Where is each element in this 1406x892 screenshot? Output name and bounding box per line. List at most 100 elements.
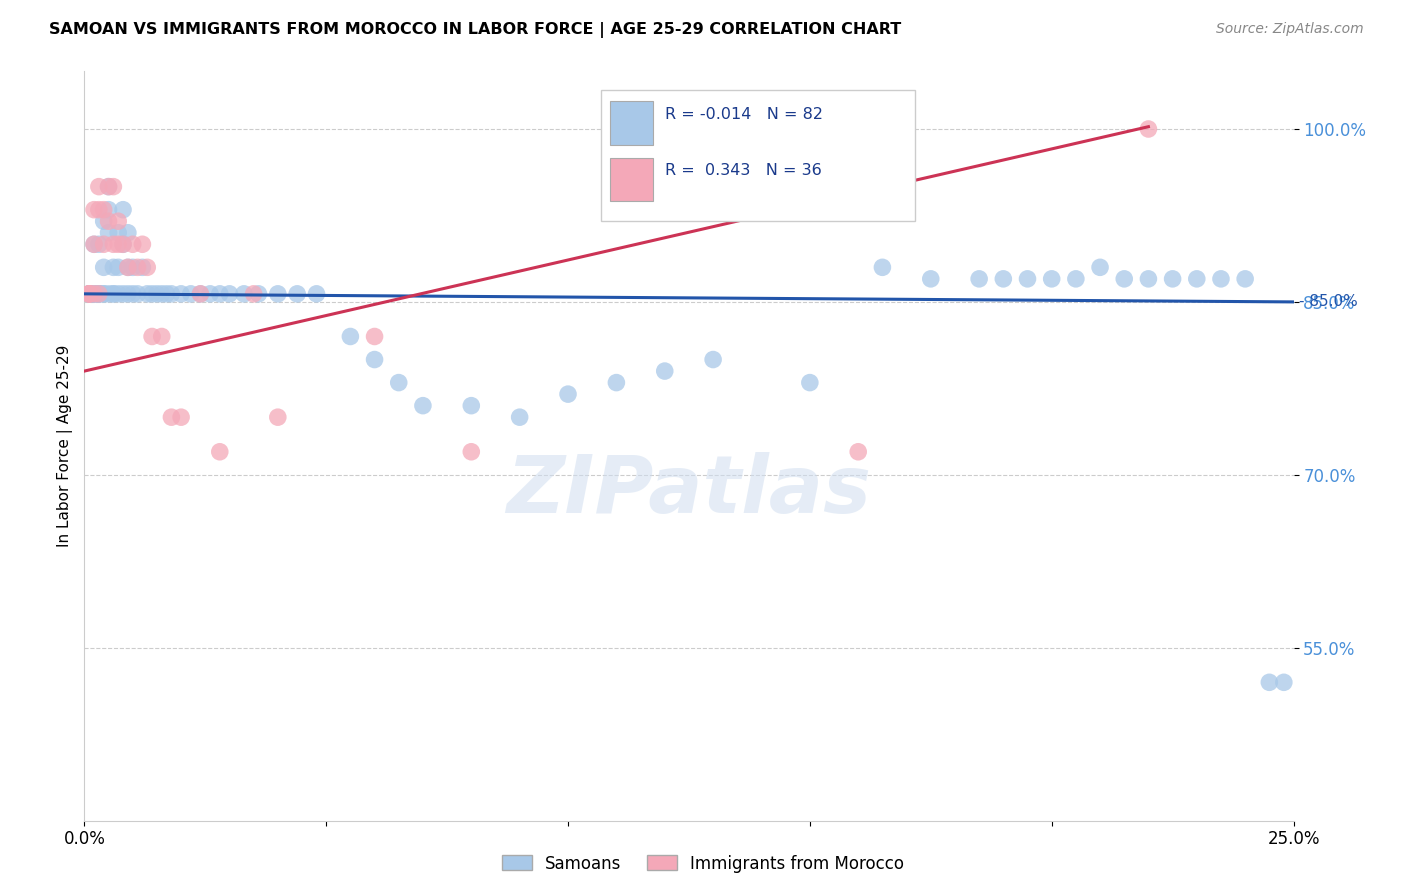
Point	[77, 286, 100, 301]
Point	[150, 286, 173, 301]
Point	[218, 286, 240, 301]
Point	[77, 286, 100, 301]
Point	[107, 286, 129, 301]
Point	[654, 364, 676, 378]
Point	[121, 237, 143, 252]
Point	[83, 286, 105, 301]
Point	[87, 286, 110, 301]
Point	[131, 260, 153, 275]
Point	[190, 286, 212, 301]
Point	[77, 286, 100, 301]
Point	[77, 286, 100, 301]
Point	[107, 226, 129, 240]
Point	[83, 202, 105, 217]
Point	[141, 286, 163, 301]
Point	[103, 260, 125, 275]
Point	[112, 237, 135, 252]
Text: ZIPatlas: ZIPatlas	[506, 452, 872, 530]
Point	[267, 286, 290, 301]
Point	[136, 260, 159, 275]
Point	[1017, 272, 1039, 286]
Point	[170, 286, 193, 301]
Point	[363, 329, 385, 343]
Point	[97, 179, 120, 194]
Point	[107, 260, 129, 275]
Point	[131, 237, 153, 252]
Point	[103, 179, 125, 194]
Point	[93, 214, 115, 228]
Point	[77, 286, 100, 301]
Point	[388, 376, 411, 390]
Point	[121, 260, 143, 275]
Point	[208, 444, 231, 458]
Point	[87, 286, 110, 301]
Point	[141, 329, 163, 343]
Point	[1064, 272, 1087, 286]
Point	[267, 410, 290, 425]
Point	[83, 286, 105, 301]
Bar	[610, 158, 652, 201]
Point	[107, 214, 129, 228]
Point	[93, 260, 115, 275]
Point	[93, 202, 115, 217]
Point	[1234, 272, 1257, 286]
Point	[97, 226, 120, 240]
Point	[87, 202, 110, 217]
Point	[107, 237, 129, 252]
Point	[87, 286, 110, 301]
Point	[846, 444, 869, 458]
Point	[87, 286, 110, 301]
Point	[83, 237, 105, 252]
Point	[198, 286, 221, 301]
Point	[103, 237, 125, 252]
Y-axis label: In Labor Force | Age 25-29: In Labor Force | Age 25-29	[58, 345, 73, 547]
Point	[1258, 675, 1281, 690]
Point	[160, 410, 183, 425]
Point	[83, 286, 105, 301]
Point	[1088, 260, 1111, 275]
Point	[117, 286, 139, 301]
Point	[136, 286, 159, 301]
Text: Source: ZipAtlas.com: Source: ZipAtlas.com	[1216, 22, 1364, 37]
Point	[247, 286, 270, 301]
Point	[117, 260, 139, 275]
Point	[799, 376, 821, 390]
Point	[557, 387, 579, 401]
Text: - 85.0%: - 85.0%	[1299, 294, 1358, 310]
Legend: Samoans, Immigrants from Morocco: Samoans, Immigrants from Morocco	[495, 848, 911, 880]
Point	[103, 286, 125, 301]
Point	[87, 237, 110, 252]
Point	[1272, 675, 1295, 690]
Point	[1185, 272, 1208, 286]
Point	[872, 260, 894, 275]
Point	[103, 286, 125, 301]
Point	[93, 286, 115, 301]
Point	[920, 272, 942, 286]
Point	[93, 237, 115, 252]
Point	[83, 286, 105, 301]
Point	[412, 399, 434, 413]
Point	[993, 272, 1015, 286]
Point	[160, 286, 183, 301]
Point	[1137, 272, 1160, 286]
Point	[146, 286, 169, 301]
Point	[121, 286, 143, 301]
Point	[83, 286, 105, 301]
Point	[190, 286, 212, 301]
Point	[460, 444, 482, 458]
Point	[1137, 122, 1160, 136]
Point	[1161, 272, 1184, 286]
Point	[87, 286, 110, 301]
Point	[97, 179, 120, 194]
Point	[339, 329, 361, 343]
Point	[112, 286, 135, 301]
Point	[112, 237, 135, 252]
Point	[77, 286, 100, 301]
Point	[242, 286, 264, 301]
Point	[97, 202, 120, 217]
Point	[87, 179, 110, 194]
Point	[305, 286, 328, 301]
Point	[285, 286, 308, 301]
Point	[150, 329, 173, 343]
Point	[127, 260, 149, 275]
